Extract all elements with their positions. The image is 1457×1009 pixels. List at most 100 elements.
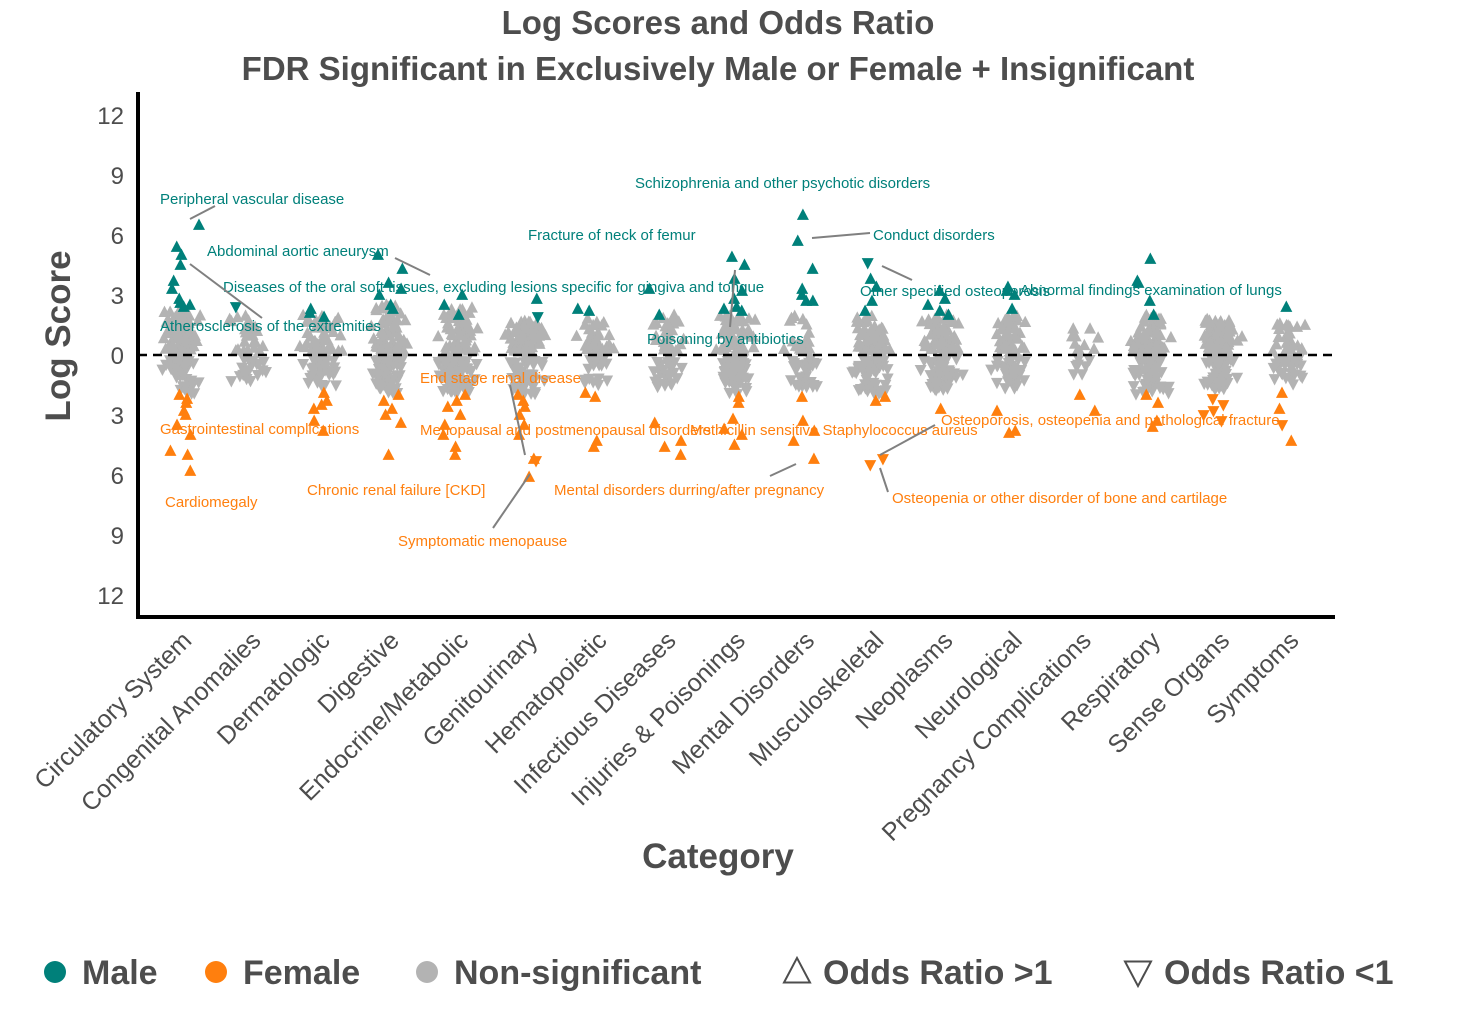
nonsig-point [1004, 356, 1017, 368]
nonsig-point [946, 340, 959, 352]
nonsig-point [810, 358, 823, 370]
male-point [938, 292, 951, 304]
nonsig-point [1266, 344, 1279, 356]
nonsig-point [1299, 318, 1312, 330]
nonsig-point [499, 328, 512, 340]
chart-title: Log Scores and Odds Ratio [502, 4, 935, 41]
female-point [181, 448, 194, 460]
nonsig-point [777, 342, 790, 354]
nonsig-point [879, 342, 892, 355]
nonsig-point [862, 368, 875, 380]
nonsig-point [1065, 330, 1078, 342]
nonsig-point [231, 310, 244, 323]
nonsig-point [914, 364, 927, 377]
female-point [876, 454, 889, 466]
nonsig-point [247, 336, 260, 348]
male-point [1280, 300, 1293, 312]
nonsig-point [1295, 343, 1308, 355]
nonsig-point [807, 380, 820, 392]
nonsig-point [453, 327, 466, 340]
female-point [727, 412, 740, 424]
annotation-label: Symptomatic menopause [398, 533, 567, 550]
female-point [179, 408, 192, 420]
nonsig-point [733, 311, 746, 324]
nonsig-point [509, 382, 522, 394]
male-point [373, 288, 386, 300]
annotation-label: Osteopenia or other disorder of bone and… [892, 490, 1227, 507]
female-point [527, 452, 540, 464]
nonsig-point [1164, 330, 1177, 343]
nonsig-point [323, 319, 336, 332]
nonsig-point [513, 344, 526, 356]
annotation-leader-line [879, 424, 936, 456]
nonsig-point [183, 323, 196, 336]
nonsig-point [527, 359, 540, 371]
nonsig-point [925, 342, 938, 355]
male-point [396, 262, 409, 274]
nonsig-point [1231, 372, 1244, 385]
female-point [438, 418, 451, 430]
x-axis-title: Category [642, 837, 794, 876]
legend-marker [416, 961, 438, 983]
nonsig-point [990, 360, 1003, 372]
female-point [385, 402, 398, 414]
nonsig-point [1162, 381, 1175, 394]
female-point [1273, 402, 1286, 414]
nonsig-point [856, 363, 869, 375]
nonsig-point [803, 326, 816, 338]
nonsig-point [1290, 355, 1303, 367]
female-point [317, 424, 330, 436]
nonsig-point [589, 355, 602, 368]
female-point [307, 402, 320, 414]
annotation-label: End stage renal disease [420, 370, 581, 387]
nonsig-point [301, 326, 314, 339]
female-point [394, 416, 407, 428]
nonsig-point [947, 314, 960, 326]
nonsig-point [879, 385, 892, 397]
nonsig-point [318, 362, 331, 374]
x-tick-label: Sense Organs [1102, 626, 1235, 759]
nonsig-point [229, 343, 242, 356]
female-point [1217, 400, 1230, 412]
nonsig-point [1158, 341, 1171, 353]
nonsig-point [1210, 339, 1223, 351]
y-tick-label: 6 [111, 463, 124, 490]
nonsig-point [1270, 337, 1283, 350]
female-point [796, 414, 809, 426]
nonsig-point [1223, 317, 1236, 330]
nonsig-point [509, 357, 522, 369]
nonsig-point [723, 387, 736, 400]
nonsig-point [467, 344, 480, 356]
nonsig-point [179, 333, 192, 345]
nonsig-point [581, 342, 594, 355]
nonsig-point [251, 324, 264, 337]
nonsig-point [952, 343, 965, 355]
nonsig-point [1001, 325, 1014, 337]
legend-label: Male [82, 954, 158, 992]
nonsig-point [225, 376, 238, 388]
nonsig-point [376, 314, 389, 326]
nonsig-point [747, 340, 760, 353]
nonsig-point [166, 338, 179, 350]
nonsig-point [332, 344, 345, 356]
nonsig-point [923, 317, 936, 330]
nonsig-point [1084, 322, 1097, 334]
nonsig-point [1141, 374, 1154, 387]
nonsig-point [1150, 326, 1163, 338]
nonsig-point [870, 344, 883, 356]
nonsig-point [309, 335, 322, 347]
female-point [184, 428, 197, 440]
nonsig-point [1204, 335, 1217, 347]
nonsig-point [649, 333, 662, 346]
nonsig-point [729, 322, 742, 335]
female-point [787, 434, 800, 446]
male-point [395, 282, 408, 294]
nonsig-point [517, 318, 530, 331]
nonsig-point [304, 373, 317, 385]
annotation-label: Fracture of neck of femur [528, 227, 696, 244]
female-point [1215, 416, 1228, 428]
female-point [315, 398, 328, 410]
legend-marker [205, 961, 227, 983]
annotation-label: Atherosclerosis of the extremities [160, 318, 381, 335]
nonsig-point [948, 368, 961, 380]
